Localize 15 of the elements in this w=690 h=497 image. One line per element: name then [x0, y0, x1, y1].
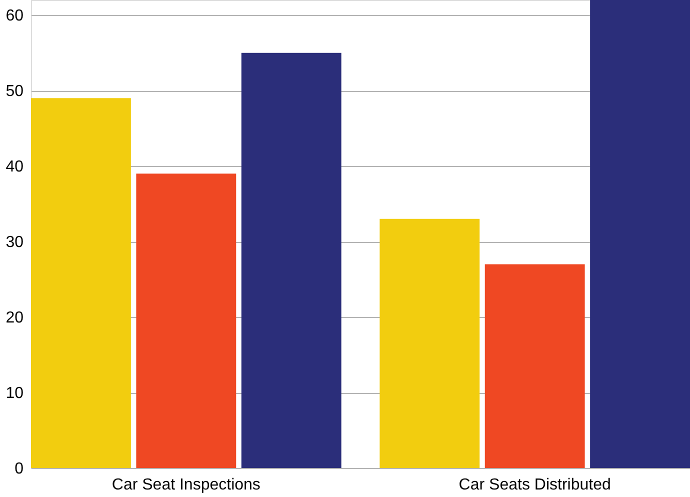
y-tick-label: 50: [6, 83, 24, 100]
bar: [380, 218, 480, 468]
y-tick-label: 0: [14, 460, 24, 478]
x-tick-label: Car Seats Distributed: [458, 476, 611, 494]
y-tick-label: 10: [6, 385, 24, 402]
y-tick-label: 20: [6, 310, 24, 327]
x-tick-label: Car Seat Inspections: [112, 476, 260, 494]
bar: [590, 0, 690, 468]
bar: [484, 264, 585, 468]
y-tick-label: 40: [6, 158, 24, 176]
y-tick-label: 30: [6, 234, 24, 252]
bar: [241, 52, 342, 468]
bar: [136, 174, 236, 468]
bar: [31, 98, 131, 468]
y-tick-label: 60: [6, 8, 24, 25]
